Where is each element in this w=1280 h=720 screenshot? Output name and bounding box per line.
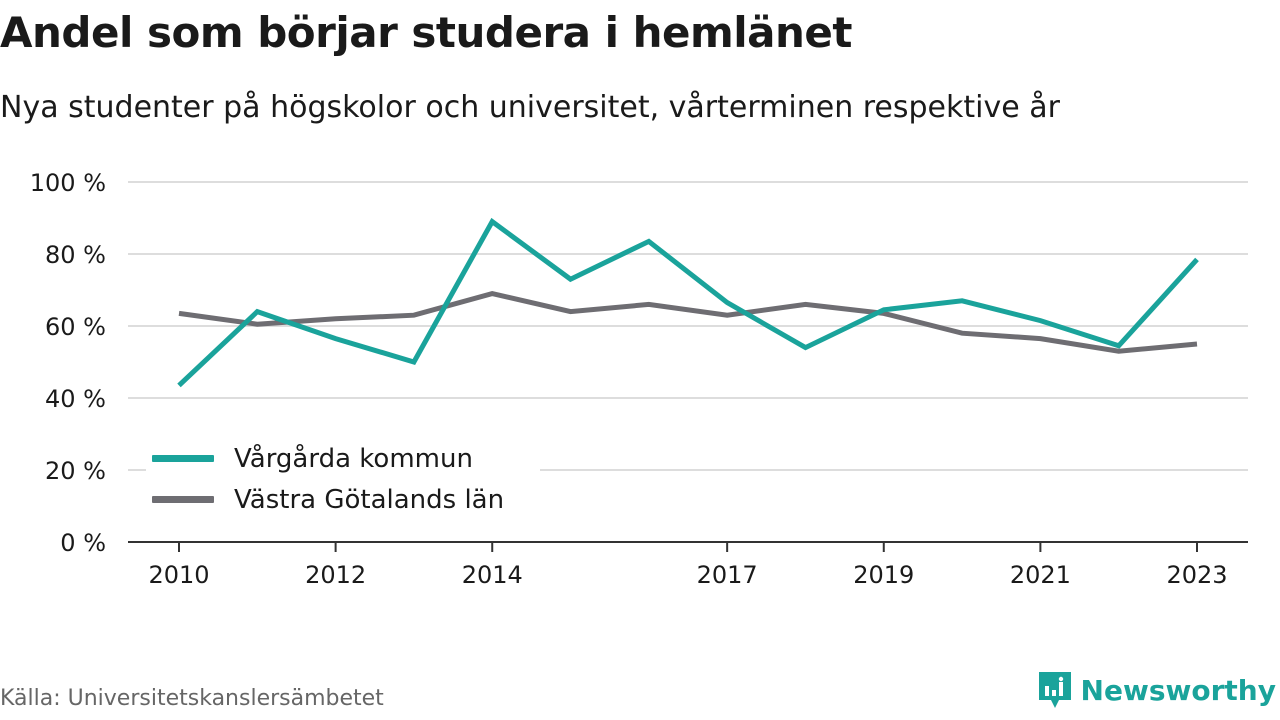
chart-subtitle: Nya studenter på högskolor och universit… [0, 90, 1060, 125]
y-tick-label: 80 % [45, 241, 106, 269]
newsworthy-logo-icon [1038, 672, 1071, 708]
series-line-1 [177, 217, 1199, 388]
y-tick-label: 60 % [45, 313, 106, 341]
legend-swatch-series-1 [152, 455, 214, 462]
legend-label-series-2: Västra Götalands län [234, 484, 505, 515]
brand-name: Newsworthy [1080, 673, 1276, 707]
x-tick-label: 2012 [305, 561, 366, 589]
source-note: Källa: Universitetskanslersämbetet [0, 686, 384, 711]
legend-swatch-series-2 [152, 496, 214, 503]
line-chart: 0 %20 %40 %60 %80 %100 % 2010 2012 2014 201… [30, 169, 1248, 589]
legend-item-series-1: Vårgårda kommun [152, 438, 504, 479]
legend-label-series-1: Vårgårda kommun [234, 443, 473, 474]
x-tick-label: 2023 [1166, 561, 1227, 589]
y-tick-label: 100 % [30, 169, 106, 197]
x-tick-label: 2021 [1010, 561, 1071, 589]
x-tick-label: 2014 [462, 561, 523, 589]
series-line-2 [178, 291, 1198, 354]
y-axis-ticks: 0 % 20 % 40 % 60 % 80 % 100 % [30, 169, 106, 557]
y-tick-label: 0 % [60, 529, 106, 557]
brand-logo[interactable]: Newsworthy [1037, 670, 1276, 710]
x-tick-label: 2019 [853, 561, 914, 589]
series-lines [177, 217, 1199, 388]
y-tick-label: 20 % [45, 457, 106, 485]
chart-title: Andel som börjar studera i hemlänet [0, 8, 853, 57]
x-tick-label: 2017 [697, 561, 758, 589]
x-axis: 2010 2012 2014 2017 2019 2021 2023 [128, 541, 1248, 589]
legend-item-series-2: Västra Götalands län [152, 479, 504, 520]
x-tick-label: 2010 [148, 561, 209, 589]
legend: Vårgårda kommun Västra Götalands län [146, 436, 541, 522]
y-tick-label: 40 % [45, 385, 106, 413]
